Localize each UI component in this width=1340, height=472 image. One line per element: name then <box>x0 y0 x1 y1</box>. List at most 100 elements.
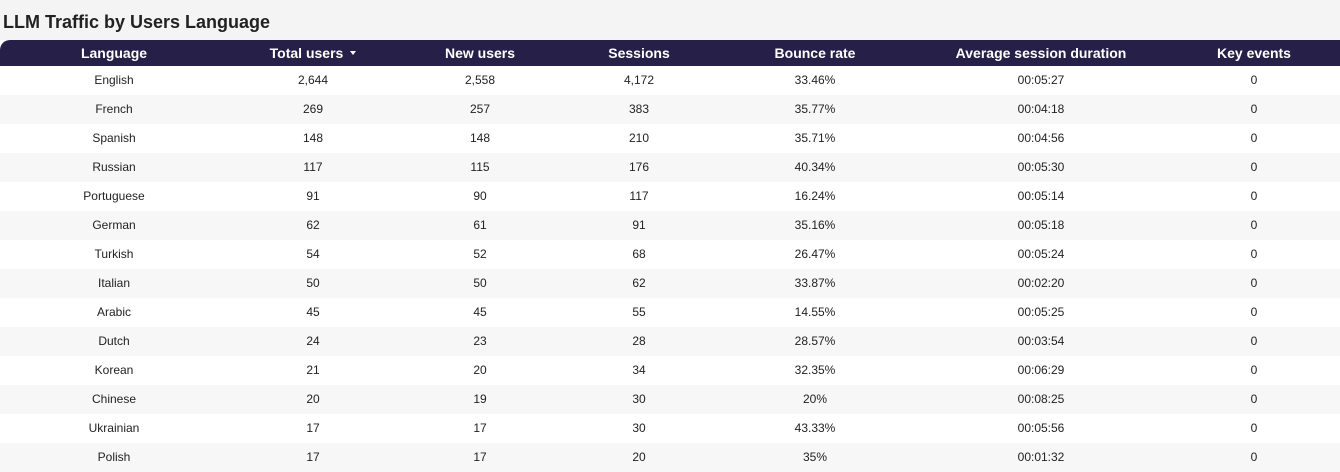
cell-new-users: 20 <box>473 363 487 377</box>
column-header-bounce-rate[interactable]: Bounce rate <box>716 40 914 66</box>
cell-bounce-rate: 20% <box>802 392 828 406</box>
column-header-total-users[interactable]: Total users <box>228 40 398 66</box>
cell-language: German <box>92 218 136 232</box>
cell-new-users: 61 <box>473 218 487 232</box>
cell-total-users: 148 <box>302 131 324 145</box>
cell-bounce-rate: 43.33% <box>794 421 836 435</box>
table-row: English 2,644 2,558 4,172 33.46% 00:05:27 0 <box>0 66 1340 95</box>
cell-sessions: 68 <box>632 247 646 261</box>
column-header-language[interactable]: Language <box>0 40 228 66</box>
cell-total-users: 62 <box>306 218 320 232</box>
cell-bounce-rate: 40.34% <box>794 160 836 174</box>
table-row: Italian 50 50 62 33.87% 00:02:20 0 <box>0 269 1340 298</box>
column-header-label: Bounce rate <box>774 45 856 61</box>
cell-total-users: 21 <box>306 363 320 377</box>
cell-avg-session-duration: 00:05:18 <box>1017 218 1065 232</box>
cell-language: Arabic <box>96 305 131 319</box>
cell-bounce-rate: 35.71% <box>794 131 836 145</box>
cell-bounce-rate: 35.16% <box>794 218 836 232</box>
cell-key-events: 0 <box>1250 450 1258 464</box>
column-header-label: Key events <box>1217 45 1291 61</box>
cell-sessions: 176 <box>628 160 650 174</box>
column-header-sessions[interactable]: Sessions <box>562 40 716 66</box>
cell-avg-session-duration: 00:05:24 <box>1017 247 1065 261</box>
cell-sessions: 34 <box>632 363 646 377</box>
cell-avg-session-duration: 00:03:54 <box>1017 334 1065 348</box>
column-header-label: Language <box>80 45 148 61</box>
cell-sessions: 30 <box>632 421 646 435</box>
cell-avg-session-duration: 00:08:25 <box>1017 392 1065 406</box>
table-body: English 2,644 2,558 4,172 33.46% 00:05:27 0 Fre… <box>0 66 1340 472</box>
title-bar: LLM Traffic by Users Language <box>0 0 1340 40</box>
column-header-label: Sessions <box>608 45 670 61</box>
cell-key-events: 0 <box>1250 160 1258 174</box>
cell-new-users: 2,558 <box>464 73 496 87</box>
language-table-container: Language Total users New users Sessions … <box>0 40 1340 472</box>
cell-language: Turkish <box>94 247 134 261</box>
cell-key-events: 0 <box>1250 73 1258 87</box>
cell-bounce-rate: 33.46% <box>794 73 836 87</box>
cell-bounce-rate: 35% <box>802 450 828 464</box>
cell-language: Korean <box>94 363 134 377</box>
cell-new-users: 50 <box>473 276 487 290</box>
table-row: Korean 21 20 34 32.35% 00:06:29 0 <box>0 356 1340 385</box>
cell-avg-session-duration: 00:06:29 <box>1017 363 1065 377</box>
cell-new-users: 148 <box>469 131 491 145</box>
cell-total-users: 2,644 <box>297 73 329 87</box>
cell-key-events: 0 <box>1250 334 1258 348</box>
cell-key-events: 0 <box>1250 247 1258 261</box>
cell-new-users: 52 <box>473 247 487 261</box>
column-header-key-events[interactable]: Key events <box>1168 40 1340 66</box>
table-row: Dutch 24 23 28 28.57% 00:03:54 0 <box>0 327 1340 356</box>
cell-new-users: 17 <box>473 450 487 464</box>
table-row: Spanish 148 148 210 35.71% 00:04:56 0 <box>0 124 1340 153</box>
cell-sessions: 30 <box>632 392 646 406</box>
cell-language: Dutch <box>98 334 130 348</box>
cell-bounce-rate: 32.35% <box>794 363 836 377</box>
cell-language: Russian <box>92 160 136 174</box>
cell-new-users: 17 <box>473 421 487 435</box>
table-row: Arabic 45 45 55 14.55% 00:05:25 0 <box>0 298 1340 327</box>
cell-total-users: 50 <box>306 276 320 290</box>
header-row: Language Total users New users Sessions … <box>0 40 1340 66</box>
page-title: LLM Traffic by Users Language <box>3 12 271 32</box>
sort-descending-icon <box>350 51 357 56</box>
cell-avg-session-duration: 00:04:18 <box>1017 102 1065 116</box>
column-header-new-users[interactable]: New users <box>398 40 562 66</box>
cell-new-users: 23 <box>473 334 487 348</box>
table-row: French 269 257 383 35.77% 00:04:18 0 <box>0 95 1340 124</box>
table-row: Chinese 20 19 30 20% 00:08:25 0 <box>0 385 1340 414</box>
cell-total-users: 91 <box>306 189 320 203</box>
cell-sessions: 117 <box>629 189 649 203</box>
cell-language: Spanish <box>92 131 136 145</box>
cell-new-users: 45 <box>473 305 487 319</box>
cell-language: English <box>94 73 134 87</box>
cell-language: Polish <box>97 450 131 464</box>
cell-key-events: 0 <box>1250 363 1258 377</box>
cell-sessions: 383 <box>628 102 650 116</box>
cell-new-users: 19 <box>473 392 487 406</box>
cell-key-events: 0 <box>1250 421 1258 435</box>
cell-key-events: 0 <box>1250 218 1258 232</box>
cell-total-users: 17 <box>306 421 320 435</box>
table-row: Polish 17 17 20 35% 00:01:32 0 <box>0 443 1340 472</box>
cell-key-events: 0 <box>1250 131 1258 145</box>
table-row: Russian 117 115 176 40.34% 00:05:30 0 <box>0 153 1340 182</box>
cell-avg-session-duration: 00:05:14 <box>1017 189 1065 203</box>
cell-bounce-rate: 14.55% <box>794 305 836 319</box>
cell-language: Italian <box>97 276 131 290</box>
cell-avg-session-duration: 00:05:25 <box>1017 305 1065 319</box>
cell-sessions: 62 <box>632 276 646 290</box>
cell-key-events: 0 <box>1250 276 1258 290</box>
cell-avg-session-duration: 00:05:56 <box>1017 421 1065 435</box>
cell-bounce-rate: 35.77% <box>794 102 836 116</box>
cell-language: Ukrainian <box>88 421 140 435</box>
cell-total-users: 269 <box>302 102 324 116</box>
cell-bounce-rate: 28.57% <box>794 334 836 348</box>
column-header-label: New users <box>444 45 516 61</box>
column-header-label: Average session duration <box>955 45 1127 61</box>
column-header-avg-session-duration[interactable]: Average session duration <box>914 40 1168 66</box>
table-row: Portuguese 91 90 117 16.24% 00:05:14 0 <box>0 182 1340 211</box>
cell-sessions: 91 <box>632 218 646 232</box>
cell-sessions: 210 <box>628 131 650 145</box>
